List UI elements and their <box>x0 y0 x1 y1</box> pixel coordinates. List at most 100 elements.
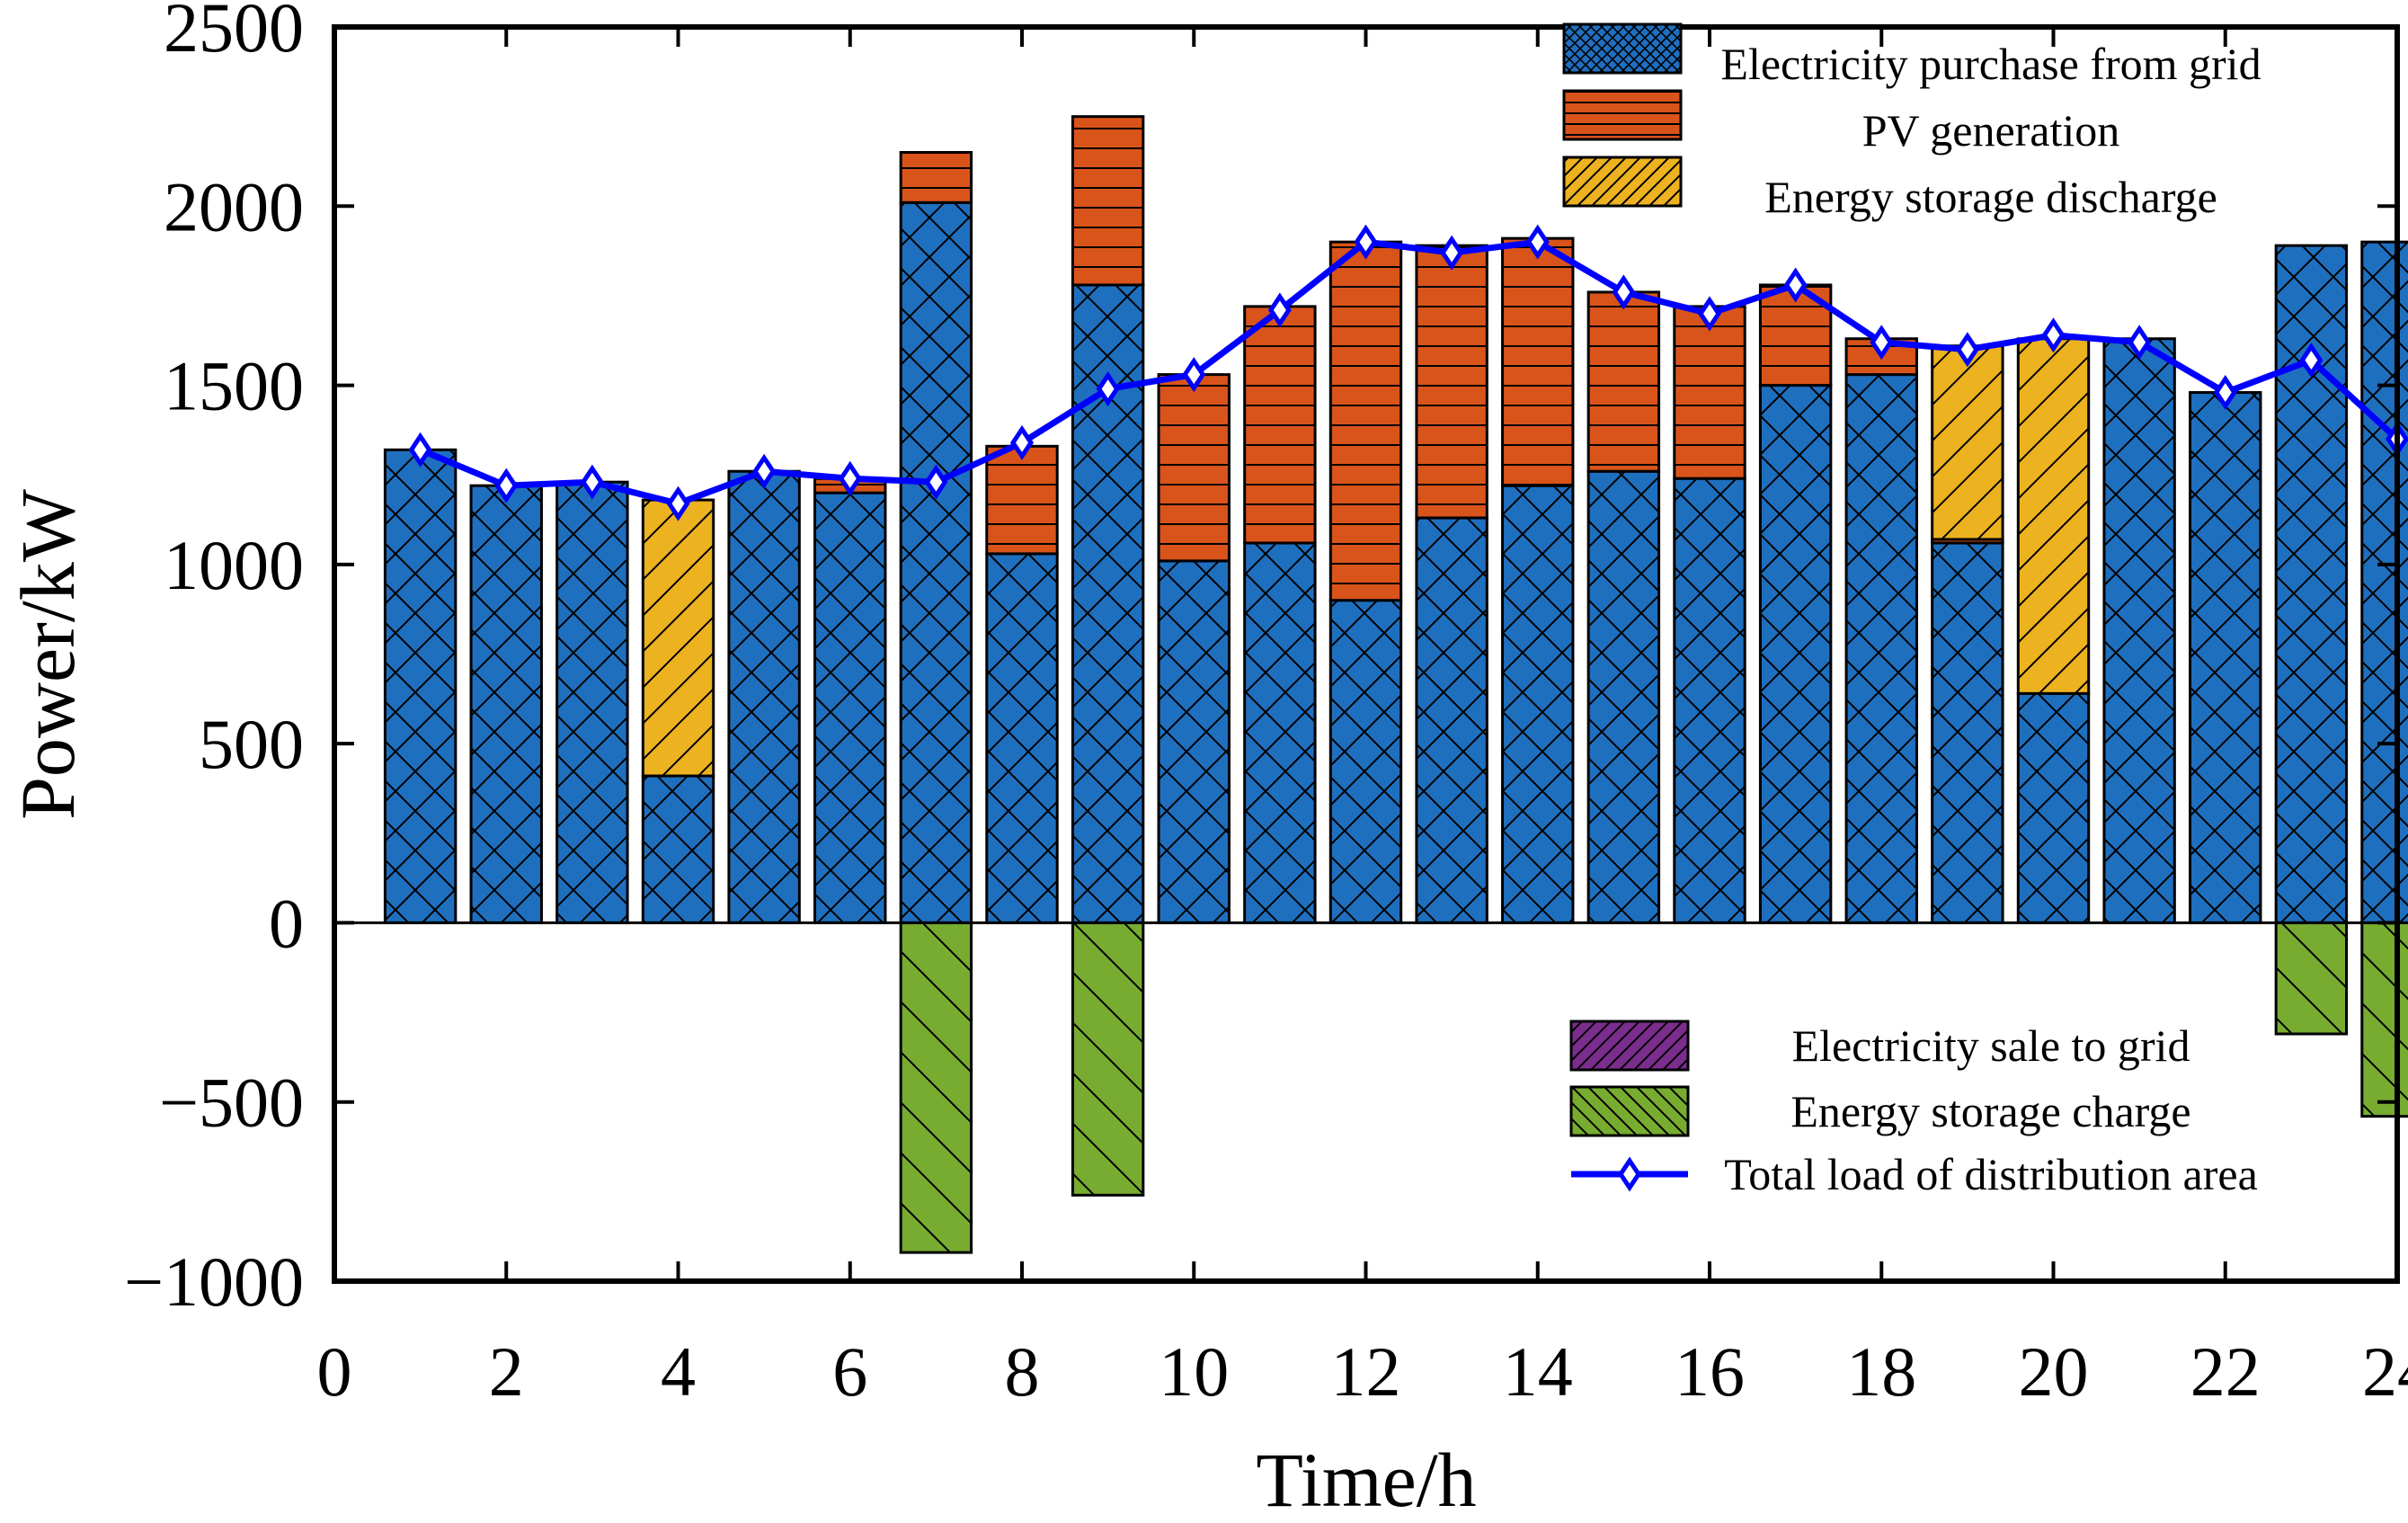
total-load-point <box>1096 371 1120 407</box>
total-load-point <box>838 460 862 496</box>
bar-segment <box>469 484 543 924</box>
bar-segment <box>1415 516 1488 924</box>
legend-label: PV generation <box>1862 105 2120 156</box>
total-load-point <box>1267 292 1292 328</box>
bar-segment <box>2016 337 2091 695</box>
total-load-point <box>1182 357 1206 393</box>
legend-label: Electricity sale to grid <box>1792 1020 2190 1071</box>
x-tick-label: 8 <box>1005 1332 1040 1411</box>
total-load-point <box>2041 317 2066 353</box>
total-load-point <box>2299 343 2324 379</box>
bar-segment <box>1328 240 1403 602</box>
bar-segment <box>1931 541 2004 924</box>
total-load-point <box>666 485 690 521</box>
bar-segment <box>1243 305 1317 545</box>
total-load-point <box>1525 224 1550 260</box>
x-tick-label: 22 <box>2190 1332 2261 1411</box>
x-tick-label: 12 <box>1331 1332 1401 1411</box>
x-tick-label: 16 <box>1675 1332 1745 1411</box>
legend-swatch <box>1562 89 1683 141</box>
total-load-point <box>924 464 948 500</box>
total-load-point <box>1354 224 1378 260</box>
bar-segment <box>985 444 1059 556</box>
total-load-point <box>580 464 604 500</box>
bar-segment <box>727 469 801 924</box>
bar-segment <box>899 151 973 204</box>
total-load-point <box>494 468 519 503</box>
bar-segment <box>641 774 715 924</box>
legend-line-swatch <box>1571 1156 1688 1192</box>
legend-top: Electricity purchase from grid PV generat… <box>1562 22 2261 222</box>
bar-segment <box>1157 559 1231 924</box>
legend-label: Energy storage charge <box>1790 1086 2190 1136</box>
bar-segment <box>1071 115 1145 287</box>
total-load-line <box>419 238 2400 507</box>
y-tick-label: 0 <box>269 884 304 962</box>
total-load-line-layer <box>408 224 2408 521</box>
x-tick-label: 10 <box>1159 1332 1229 1411</box>
total-load-point <box>1697 296 1722 332</box>
y-tick-label: 2000 <box>164 167 304 245</box>
x-tick-label: 6 <box>832 1332 867 1411</box>
bar-segment <box>813 491 887 924</box>
total-load-point <box>1783 267 1808 303</box>
y-tick-label: 1500 <box>164 347 304 425</box>
bar-segment <box>2016 691 2091 924</box>
legend-bottom: Electricity sale to grid Energy storage c… <box>1569 1020 2258 1199</box>
bar-segment <box>899 921 973 1254</box>
y-tick-label: −500 <box>159 1064 304 1142</box>
x-tick-label: 4 <box>661 1332 696 1411</box>
x-tick-label: 20 <box>2019 1332 2089 1411</box>
bar-segment <box>1071 921 1145 1197</box>
y-tick-label: −1000 <box>124 1242 304 1321</box>
legend-label: Total load of distribution area <box>1724 1149 2258 1199</box>
x-tick-label: 2 <box>489 1332 524 1411</box>
bar-segment <box>1586 290 1661 473</box>
bar-segment <box>1586 469 1661 924</box>
legend-swatch <box>1569 1085 1690 1137</box>
bar-segment <box>1758 384 1833 924</box>
y-axis-title: Power/kW <box>4 489 91 820</box>
bar-segment <box>2360 921 2408 1118</box>
total-load-point <box>1009 424 1035 460</box>
bar-segment <box>641 498 715 778</box>
legend-swatch <box>1562 156 1683 208</box>
bar-segment <box>1157 373 1231 563</box>
y-tick-label: 500 <box>199 705 304 783</box>
bar-segment <box>985 552 1059 924</box>
bar-segment <box>2274 921 2349 1036</box>
bars-layer <box>383 115 2408 1254</box>
bar-segment <box>1501 236 1575 487</box>
x-tick-label: 14 <box>1503 1332 1573 1411</box>
bar-segment <box>1243 541 1317 924</box>
bar-segment <box>1415 244 1488 520</box>
total-load-point <box>1955 332 1979 368</box>
bar-segment <box>2102 337 2176 924</box>
total-load-point <box>408 432 432 468</box>
bar-segment <box>1844 373 1918 924</box>
legend-label: Energy storage discharge <box>1764 172 2217 222</box>
bar-segment <box>555 480 629 924</box>
bar-segment <box>2360 240 2408 924</box>
bar-segment <box>1673 476 1746 924</box>
bar-segment <box>1501 484 1575 924</box>
total-load-point <box>752 453 777 489</box>
bar-segment <box>1931 344 2004 541</box>
x-axis-title: Time/h <box>1256 1437 1476 1523</box>
bar-segment <box>383 448 458 924</box>
bar-segment <box>1328 599 1403 924</box>
total-load-point <box>2128 325 2152 361</box>
legend-swatch <box>1569 1020 1690 1072</box>
bar-segment <box>1673 305 1746 480</box>
total-load-point <box>1440 235 1464 271</box>
y-tick-label: 1000 <box>164 526 304 604</box>
x-tick-label: 18 <box>1846 1332 1916 1411</box>
y-tick-label: 2500 <box>164 0 304 67</box>
total-load-point <box>1612 274 1636 310</box>
legend-label: Electricity purchase from grid <box>1720 39 2261 89</box>
x-tick-label: 0 <box>317 1332 352 1411</box>
x-tick-label: 24 <box>2362 1332 2408 1411</box>
bar-segment <box>2189 391 2262 924</box>
legend-swatch <box>1562 22 1683 75</box>
